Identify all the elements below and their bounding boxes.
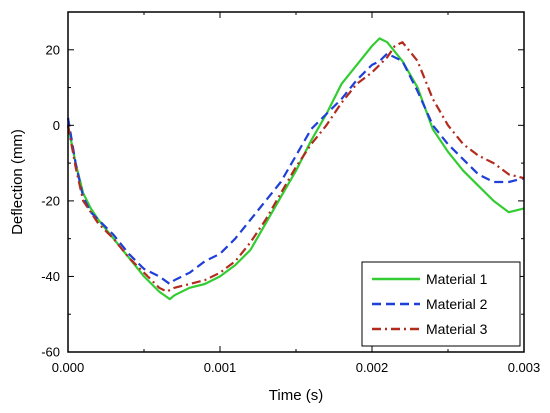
y-tick-label: -40	[41, 269, 60, 284]
x-axis-label: Time (s)	[269, 387, 323, 404]
legend: Material 1 Material 2 Material 3	[361, 261, 521, 347]
y-tick-label: -20	[41, 193, 60, 208]
series-line-3	[66, 41, 525, 293]
ticks-layer: 0.000 0.001 0.002 0.003 -60 -40 -20 0 20	[41, 11, 541, 375]
x-tick-label: 0.002	[356, 360, 389, 375]
x-tick-label: 0.001	[204, 360, 237, 375]
y-tick-label: -60	[41, 345, 60, 360]
series-layer	[66, 37, 525, 301]
x-tick-label: 0.000	[52, 360, 85, 375]
series-line-2	[66, 52, 525, 286]
legend-label-3: Material 3	[426, 321, 488, 337]
legend-label-1: Material 1	[426, 271, 488, 287]
y-axis-label: Deflection (mm)	[9, 129, 26, 235]
y-tick-label: 20	[46, 42, 60, 57]
x-tick-label: 0.003	[508, 360, 541, 375]
legend-label-2: Material 2	[426, 296, 488, 312]
series-line-1	[66, 37, 525, 301]
y-tick-label: 0	[53, 118, 60, 133]
